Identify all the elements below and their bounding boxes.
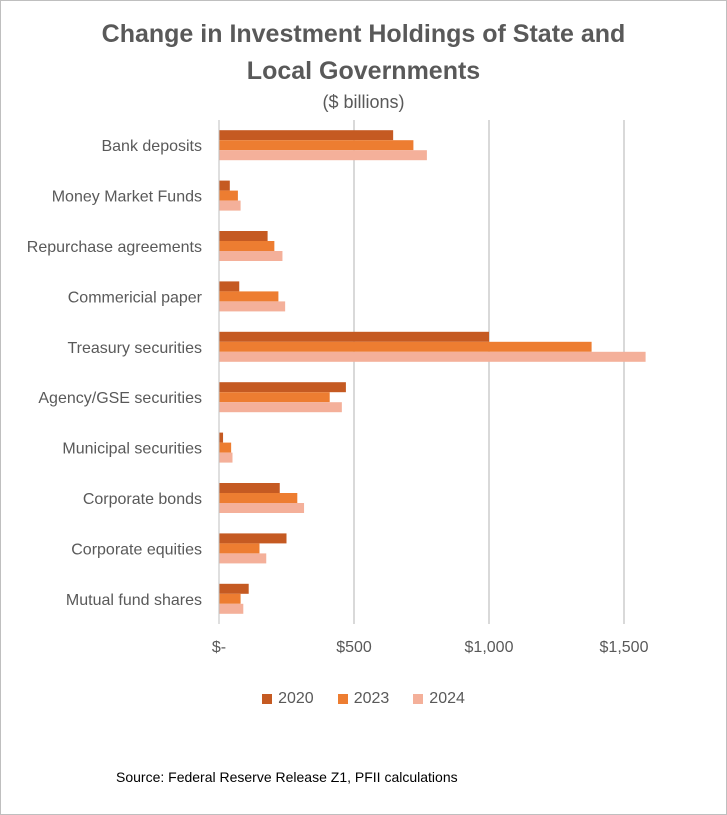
legend-swatch bbox=[413, 694, 424, 704]
bar-2020 bbox=[219, 583, 249, 594]
category-label: Mutual fund shares bbox=[66, 592, 202, 609]
bar-2023 bbox=[219, 241, 275, 251]
legend-swatch bbox=[337, 694, 348, 704]
category-label: Municipal securities bbox=[62, 441, 202, 458]
category-label: Commericial paper bbox=[68, 289, 203, 306]
bar-2024 bbox=[219, 251, 283, 261]
bar-2020 bbox=[219, 281, 240, 292]
bar-2023 bbox=[219, 140, 414, 151]
category-label: Money Market Funds bbox=[52, 189, 202, 206]
legend-label: 2020 bbox=[278, 690, 314, 707]
bar-2020 bbox=[219, 331, 489, 342]
bar-2024 bbox=[219, 452, 233, 463]
bar-2023 bbox=[219, 442, 232, 453]
bar-2024 bbox=[219, 301, 286, 312]
bar-2023 bbox=[219, 392, 330, 403]
bar-2020 bbox=[219, 382, 346, 393]
bar-2020 bbox=[219, 533, 287, 544]
bar-2024 bbox=[219, 402, 342, 413]
bar-2023 bbox=[219, 190, 238, 201]
x-tick-label: $500 bbox=[336, 639, 372, 656]
bar-2020 bbox=[219, 231, 268, 241]
bar-2024 bbox=[219, 553, 267, 564]
source-note: Source: Federal Reserve Release Z1, PFII… bbox=[116, 769, 458, 785]
chart-title-line-1: Change in Investment Holdings of State a… bbox=[101, 20, 626, 48]
bar-2023 bbox=[219, 493, 298, 503]
bar-chart: Bank deposits Money Market Funds Repurchas… bbox=[27, 120, 649, 656]
bar-2023 bbox=[219, 341, 592, 352]
category-label: Bank deposits bbox=[101, 138, 202, 155]
bar-2023 bbox=[219, 593, 241, 604]
x-tick-label: $1,000 bbox=[465, 639, 514, 656]
legend-item-2023: 2023 bbox=[337, 690, 390, 708]
bar-2023 bbox=[219, 291, 279, 302]
bar-2020 bbox=[219, 432, 224, 443]
bar-2023 bbox=[219, 543, 260, 554]
bar-2024 bbox=[219, 503, 305, 513]
bar-2020 bbox=[219, 483, 280, 493]
bar-2024 bbox=[219, 603, 244, 614]
bar-2024 bbox=[219, 351, 646, 362]
x-tick-label: $1,500 bbox=[600, 639, 649, 656]
legend-label: 2023 bbox=[353, 690, 390, 707]
bar-2020 bbox=[219, 180, 230, 191]
legend-swatch bbox=[262, 694, 273, 704]
chart-legend: 2020 2023 2024 bbox=[0, 690, 727, 708]
category-label: Corporate equities bbox=[71, 541, 202, 558]
category-label: Repurchase agreements bbox=[27, 239, 202, 256]
chart-title: Change in Investment Holdings of State a… bbox=[0, 16, 727, 90]
category-label: Treasury securities bbox=[67, 340, 202, 357]
chart-subtitle: ($ billions) bbox=[322, 92, 405, 112]
legend-item-2024: 2024 bbox=[413, 690, 465, 708]
bar-2020 bbox=[219, 130, 394, 141]
category-label: Agency/GSE securities bbox=[38, 390, 202, 407]
x-tick-label: $- bbox=[212, 639, 226, 656]
legend-item-2020: 2020 bbox=[262, 690, 314, 708]
chart-title-line-2: Local Governments bbox=[246, 57, 481, 85]
legend-label: 2024 bbox=[429, 690, 465, 707]
bar-2024 bbox=[219, 200, 241, 211]
category-label: Corporate bonds bbox=[83, 491, 202, 508]
bar-2024 bbox=[219, 150, 427, 161]
